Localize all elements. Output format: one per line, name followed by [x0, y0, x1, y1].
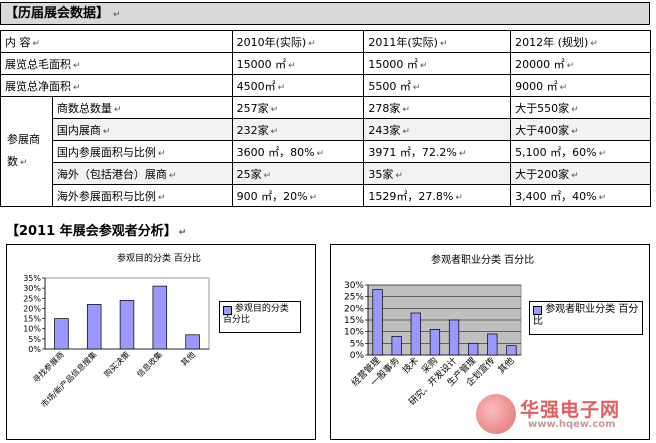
cell: 15000 ㎡ ↵ — [231, 52, 365, 75]
cell: 5,100 ㎡，60% ↵ — [510, 140, 651, 163]
y-tick-label: 20% — [344, 304, 364, 314]
cell: 3600 ㎡，80% ↵ — [231, 140, 365, 163]
bar — [448, 319, 460, 356]
bar — [185, 334, 200, 350]
group-label: 参展商数 ↵ — [0, 96, 53, 207]
y-tick-label: 15% — [23, 315, 41, 324]
y-tick-label: 5% — [28, 335, 41, 344]
cell: 3,400 ㎡，40% ↵ — [510, 184, 651, 207]
table-row: 海外（包括港台）展商 ↵ 25家 ↵ 35家 ↵ 大于200家 ↵ — [1, 162, 651, 185]
y-tick-label: 20% — [23, 304, 41, 313]
chart-title: 参观者职业分类 百分比 — [431, 255, 535, 266]
cell: 25家 ↵ — [231, 162, 365, 185]
paragraph-mark: ↵ — [113, 10, 121, 20]
legend-label: 参观目的分类 百分比 — [223, 304, 289, 325]
table-row: 国内参展面积与比例 ↵ 3600 ㎡，80% ↵ 3971 ㎡，72.2% ↵ 5,1… — [1, 140, 651, 163]
y-tick-label: 0% — [350, 351, 365, 361]
header-cell: 2010年(实际) ↵ — [231, 30, 365, 53]
y-tick-label: 10% — [344, 328, 364, 338]
bar — [410, 312, 421, 356]
cell: 278家 ↵ — [363, 96, 512, 119]
x-tick-label: 信息收集 — [135, 349, 165, 379]
y-tick-label: 0% — [28, 345, 41, 354]
chart-legend: 参观者职业分类 百分比 — [529, 301, 643, 335]
header-cell: 2011年(实际) ↵ — [363, 30, 512, 53]
cell: 5500 ㎡ ↵ — [363, 74, 512, 97]
legend-swatch — [223, 306, 232, 315]
table-header-row: 内 容 ↵ 2010年(实际) ↵ 2011年(实际) ↵ 2012年 (规划) ↵ — [0, 30, 651, 53]
bar — [152, 285, 168, 350]
table-row: 展览总净面积 ↵ 4500㎡ ↵ 5500 ㎡ ↵ 9000 ㎡ ↵ — [0, 74, 651, 97]
cell: 大于200家 ↵ — [510, 162, 651, 185]
x-tick-label: 寻找参展商 — [30, 349, 65, 384]
bar — [391, 335, 402, 356]
bar — [487, 333, 498, 356]
table-row: 参展商数 ↵ 商数总数量 ↵ 257家 ↵ 278家 ↵ 大于550家 ↵ — [0, 96, 651, 207]
table-row: 海外参展面积与比例 ↵ 900 ㎡，20% ↵ 1529㎡，27.8% ↵ 3,400… — [1, 184, 651, 207]
y-tick-label: 35% — [23, 274, 41, 283]
x-tick-label: 其他 — [179, 349, 197, 367]
table-row: 国内展商 ↵ 232家 ↵ 243家 ↵ 大于400家 ↵ — [1, 118, 651, 141]
cell: 15000 ㎡ ↵ — [363, 52, 512, 75]
chart-visit-purpose: 参观目的分类 百分比 0% 5% 10% 15% 20% 25% 30% 35% 寻找参展商 市场… — [6, 244, 316, 440]
x-tick-label: 技术 — [400, 355, 421, 376]
header-cell: 内 容 ↵ — [0, 30, 233, 53]
brand-logo-icon — [476, 394, 516, 434]
bar — [506, 345, 517, 356]
exhibition-data-table: 内 容 ↵ 2010年(实际) ↵ 2011年(实际) ↵ 2012年 (规划) ↵ 展… — [0, 30, 651, 207]
section-title-visitor-analysis: 【2011 年展会参观者分析】 ↵ — [6, 224, 187, 239]
chart-legend: 参观目的分类 百分比 — [219, 301, 301, 333]
x-tick-label: 其他 — [495, 355, 516, 376]
bar — [372, 289, 383, 356]
y-tick-label: 25% — [344, 293, 364, 303]
y-tick-label: 10% — [23, 325, 41, 334]
cell: 4500㎡ ↵ — [231, 74, 365, 97]
x-tick-label: 市场/新产品信息搜集 — [39, 349, 99, 409]
watermark-url: www.hqew.com — [528, 419, 616, 430]
header-cell: 2012年 (规划) ↵ — [510, 30, 651, 53]
cell: 232家 ↵ — [231, 118, 365, 141]
bar — [86, 304, 102, 350]
legend-swatch — [533, 306, 542, 315]
row-label: 展览总毛面积 ↵ — [0, 52, 233, 75]
cell: 35家 ↵ — [363, 162, 512, 185]
cell: 20000 ㎡ ↵ — [510, 52, 651, 75]
cell: 243家 ↵ — [363, 118, 512, 141]
bar — [468, 342, 479, 356]
x-tick-label: 购买决策 — [102, 349, 132, 379]
bar — [54, 318, 69, 350]
section-header-history: 【历届展会数据】 ↵ — [0, 2, 650, 25]
cell: 3971 ㎡，72.2% ↵ — [363, 140, 512, 163]
y-tick-label: 25% — [23, 294, 41, 303]
cell: 1529㎡，27.8% ↵ — [363, 184, 512, 207]
y-tick-label: 15% — [344, 316, 364, 326]
table-row: 展览总毛面积 ↵ 15000 ㎡ ↵ 15000 ㎡ ↵ 20000 ㎡ ↵ — [0, 52, 651, 75]
cell: 257家 ↵ — [231, 96, 365, 119]
bar — [429, 328, 441, 356]
row-label: 国内展商 ↵ — [51, 118, 233, 141]
row-label: 展览总净面积 ↵ — [0, 74, 233, 97]
bar — [119, 299, 135, 350]
section-title: 【历届展会数据】 — [5, 6, 110, 21]
y-tick-label: 30% — [344, 281, 364, 291]
row-label: 海外（包括港台）展商 ↵ — [51, 162, 233, 185]
cell: 9000 ㎡ ↵ — [510, 74, 651, 97]
row-label: 国内参展面积与比例 ↵ — [51, 140, 233, 163]
legend-label: 参观者职业分类 百分比 — [533, 304, 639, 327]
row-label: 海外参展面积与比例 ↵ — [51, 184, 233, 207]
chart-title: 参观目的分类 百分比 — [117, 254, 201, 264]
y-tick-label: 30% — [23, 284, 41, 293]
cell: 900 ㎡，20% ↵ — [231, 184, 365, 207]
cell: 大于550家 ↵ — [510, 96, 651, 119]
watermark: 华强电子网 www.hqew.com — [476, 392, 656, 440]
cell: 大于400家 ↵ — [510, 118, 651, 141]
y-tick-label: 5% — [350, 339, 365, 349]
watermark-text: 华强电子网 — [520, 399, 621, 421]
row-label: 商数总数量 ↵ — [51, 96, 233, 119]
